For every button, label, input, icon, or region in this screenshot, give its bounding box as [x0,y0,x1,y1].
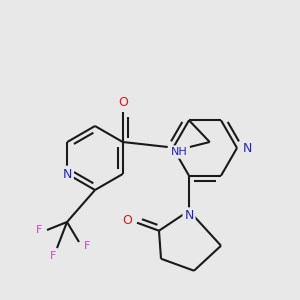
Text: N: N [242,142,252,154]
Text: O: O [118,95,128,109]
Text: NH: NH [171,147,188,157]
Text: F: F [84,241,90,251]
Text: F: F [50,251,56,261]
Text: O: O [122,214,132,227]
Text: F: F [36,225,42,235]
Text: N: N [63,167,72,181]
Text: N: N [184,209,194,222]
